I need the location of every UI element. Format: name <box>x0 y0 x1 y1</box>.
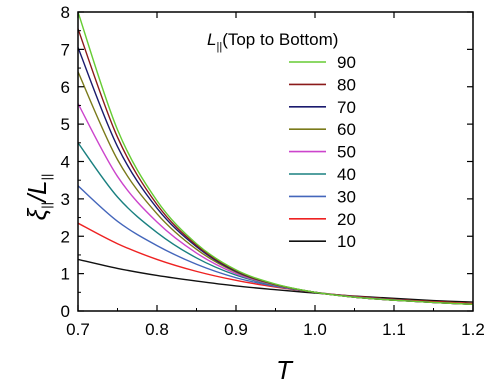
series-line-90 <box>78 12 473 305</box>
legend-label-90: 90 <box>337 53 356 72</box>
x-tick-label: 0.7 <box>66 320 90 339</box>
y-tick-label: 3 <box>61 190 70 209</box>
y-tick-label: 8 <box>61 3 70 22</box>
x-tick-label: 1.1 <box>382 320 406 339</box>
x-tick-label: 0.8 <box>145 320 169 339</box>
legend-label-20: 20 <box>337 210 356 229</box>
ticks-layer: 0.7 0.8 0.9 1.0 1.1 1.2 0 1 2 3 4 5 6 7 8 <box>61 3 485 339</box>
x-tick-label: 1.2 <box>461 320 485 339</box>
legend-label-30: 30 <box>337 187 356 206</box>
y-tick-label: 5 <box>61 115 70 134</box>
y-tick-label: 0 <box>61 302 70 321</box>
series-line-60 <box>78 71 473 305</box>
legend: L||(Top to Bottom) 90 80 70 60 50 40 30 20 10 <box>207 30 356 251</box>
x-tick-label: 0.9 <box>224 320 248 339</box>
legend-title: L||(Top to Bottom) <box>207 30 338 53</box>
legend-label-60: 60 <box>337 120 356 139</box>
series-line-20 <box>78 222 473 305</box>
legend-label-70: 70 <box>337 98 356 117</box>
y-tick-label: 2 <box>61 227 70 246</box>
legend-label-10: 10 <box>337 232 356 251</box>
plot-frame <box>77 11 474 312</box>
series-line-40 <box>78 142 473 305</box>
series-line-30 <box>78 185 473 305</box>
series-line-50 <box>78 103 473 305</box>
x-axis-title: T <box>276 355 294 385</box>
series-line-80 <box>78 28 473 305</box>
y-tick-label: 7 <box>61 40 70 59</box>
y-tick-label: 1 <box>61 265 70 284</box>
x-tick-label: 1.0 <box>303 320 327 339</box>
legend-label-50: 50 <box>337 143 356 162</box>
legend-label-80: 80 <box>337 75 356 94</box>
legend-label-40: 40 <box>337 165 356 184</box>
y-axis-title: ξ||/L|| <box>22 174 54 221</box>
series-line-10 <box>78 258 473 303</box>
series-layer <box>78 12 473 305</box>
y-tick-label: 4 <box>61 153 70 172</box>
y-tick-label: 6 <box>61 78 70 97</box>
